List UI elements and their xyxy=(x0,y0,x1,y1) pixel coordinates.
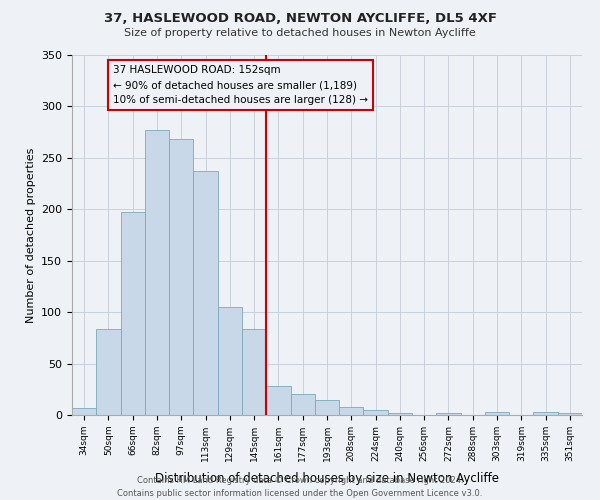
Bar xyxy=(388,413,412,415)
Bar xyxy=(533,412,558,415)
Text: 37 HASLEWOOD ROAD: 152sqm
← 90% of detached houses are smaller (1,189)
10% of se: 37 HASLEWOOD ROAD: 152sqm ← 90% of detac… xyxy=(113,66,368,105)
Bar xyxy=(193,171,218,415)
Bar xyxy=(96,328,121,415)
Bar xyxy=(485,412,509,415)
Bar xyxy=(315,400,339,415)
Text: 37, HASLEWOOD ROAD, NEWTON AYCLIFFE, DL5 4XF: 37, HASLEWOOD ROAD, NEWTON AYCLIFFE, DL5… xyxy=(104,12,497,26)
Y-axis label: Number of detached properties: Number of detached properties xyxy=(26,148,35,322)
Bar xyxy=(436,413,461,415)
Bar xyxy=(558,413,582,415)
Bar xyxy=(218,307,242,415)
Bar xyxy=(364,410,388,415)
Bar xyxy=(121,212,145,415)
Text: Contains HM Land Registry data © Crown copyright and database right 2024.
Contai: Contains HM Land Registry data © Crown c… xyxy=(118,476,482,498)
Bar xyxy=(169,140,193,415)
Bar xyxy=(72,408,96,415)
Bar xyxy=(290,394,315,415)
Bar xyxy=(266,386,290,415)
Bar xyxy=(145,130,169,415)
X-axis label: Distribution of detached houses by size in Newton Aycliffe: Distribution of detached houses by size … xyxy=(155,472,499,485)
Bar xyxy=(339,407,364,415)
Bar xyxy=(242,328,266,415)
Text: Size of property relative to detached houses in Newton Aycliffe: Size of property relative to detached ho… xyxy=(124,28,476,38)
